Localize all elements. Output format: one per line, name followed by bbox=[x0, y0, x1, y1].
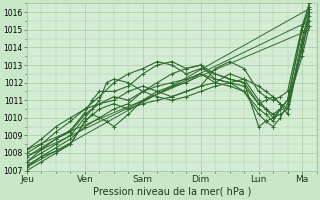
X-axis label: Pression niveau de la mer( hPa ): Pression niveau de la mer( hPa ) bbox=[92, 187, 251, 197]
